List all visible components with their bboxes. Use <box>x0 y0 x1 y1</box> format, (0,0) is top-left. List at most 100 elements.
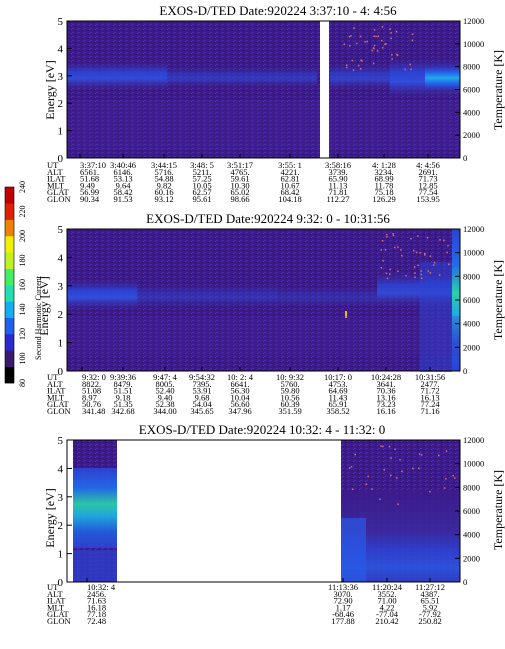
panel-2: EXOS-D/TED Date:920224 9:32: 0 - 10:31:5… <box>37 211 505 416</box>
energy-tick-label: 2 <box>58 98 64 110</box>
spectrogram-speck <box>404 68 406 71</box>
spectrogram-speck <box>427 270 430 272</box>
spectrogram-speck <box>364 41 366 43</box>
panel-3: EXOS-D/TED Date:920224 10:32: 4 - 11:32:… <box>43 422 505 626</box>
spectrogram-speck <box>396 54 399 56</box>
orbit-cell: 3:58:16 <box>325 160 351 170</box>
spectrogram-speck <box>410 68 412 71</box>
spectrogram-speck <box>354 453 356 456</box>
spectrogram-speck <box>448 263 450 265</box>
spectrogram-speck <box>419 252 422 254</box>
spectrogram-speck <box>420 277 423 279</box>
orbit-cell: 58.42 <box>113 187 132 197</box>
orbit-row-label: GLAT <box>47 187 70 197</box>
colorbar: 80 100 120 140 160 180 200 220 240 Second Harmon… <box>4 181 43 387</box>
orbit-cell: 8.97 <box>82 392 97 402</box>
spectrogram-speck <box>400 249 402 251</box>
orbit-cell: 71.00 <box>377 596 396 606</box>
spectrogram-speck <box>350 466 353 468</box>
orbit-cell: 3:51:17 <box>227 160 253 170</box>
spectrogram-speck <box>381 26 384 28</box>
colorbar-tick-label: 220 <box>18 206 27 218</box>
spectrogram-speck <box>352 69 355 71</box>
orbit-cell: 10.67 <box>280 180 299 190</box>
spectrogram-speck <box>429 490 431 493</box>
panel-2-title: EXOS-D/TED Date:920224 9:32: 0 - 10:31:5… <box>146 211 390 226</box>
spectrogram-speck <box>388 445 391 448</box>
orbit-cell: 59.61 <box>230 174 249 184</box>
spectrogram-speck <box>350 35 352 37</box>
orbit-cell: 7395. <box>192 379 211 389</box>
spectrogram-speck <box>452 474 454 477</box>
orbit-cell: 10.30 <box>230 180 249 190</box>
colorbar-swatch <box>5 350 14 367</box>
orbit-cell: 10:17: 0 <box>324 372 352 382</box>
orbit-cell: 10:32: 4 <box>87 582 116 592</box>
spectrogram-speck <box>348 467 351 469</box>
orbit-cell: 51.08 <box>82 386 101 396</box>
spectrogram-speck <box>420 454 423 456</box>
orbit-cell: 347.96 <box>228 406 251 416</box>
spectrogram-speck <box>386 277 389 280</box>
colorbar-tick-label: 140 <box>18 304 27 316</box>
orbit-cell: 8005. <box>155 379 174 389</box>
orbit-row-label: GLON <box>47 194 71 204</box>
spectrogram-speck <box>413 266 416 268</box>
spectrogram-speck <box>390 474 392 477</box>
orbit-cell: 4753. <box>328 379 347 389</box>
orbit-cell: 71.73 <box>418 174 437 184</box>
orbit-cell: 64.69 <box>328 386 347 396</box>
orbit-cell: 3234. <box>374 167 393 177</box>
orbit-cell: 51.68 <box>80 174 99 184</box>
orbit-cell: 54.88 <box>154 174 173 184</box>
energy-tick-label: 5 <box>58 435 64 447</box>
orbit-cell: 71.63 <box>87 596 106 606</box>
orbit-cell: 10.05 <box>192 180 211 190</box>
orbit-cell: 9.68 <box>195 392 210 402</box>
temperature-tick-label: 6000 <box>463 85 480 95</box>
orbit-cell: 112.27 <box>326 194 349 204</box>
orbit-cell: 11.43 <box>329 392 348 402</box>
spectrogram-speck <box>381 39 383 42</box>
energy-tick-label: 0 <box>58 577 64 589</box>
energy-tick-label: 0 <box>58 366 64 378</box>
orbit-cell: 9:39:36 <box>110 372 136 382</box>
orbit-cell: 65.90 <box>328 174 347 184</box>
spectrogram-speck <box>372 62 375 65</box>
spectrogram-speck <box>372 47 375 49</box>
panel-1-title: EXOS-D/TED Date:920224 3:37:10 - 4: 4:56 <box>159 3 397 18</box>
spectrogram-speck <box>351 488 354 490</box>
orbit-cell: 351.59 <box>278 406 301 416</box>
spectrogram-speck <box>346 66 348 69</box>
energy-tick-label: 3 <box>58 281 64 293</box>
orbit-cell: 60.16 <box>154 187 173 197</box>
panel-1-plot-area <box>67 21 460 158</box>
orbit-cell: 4: 4:56 <box>416 160 440 170</box>
colorbar-swatch <box>5 366 14 384</box>
colorbar-swatch <box>5 285 14 302</box>
panel-2-temperature-axis-label: Temperature [K] <box>491 260 505 340</box>
spectrogram-speck <box>429 272 431 274</box>
orbit-cell: 98.66 <box>230 194 249 204</box>
spectrogram-speck <box>386 233 388 236</box>
temperature-tick-label: 2000 <box>463 342 480 352</box>
spectrogram-speck <box>382 260 384 262</box>
orbit-row-label: UT <box>47 372 59 382</box>
orbit-cell: 3:40:46 <box>110 160 136 170</box>
panel-1-data-gap <box>320 21 329 158</box>
spectrogram-speck <box>380 445 382 447</box>
colorbar-label: Second Harmonic Current <box>34 275 43 360</box>
spectrogram-speck <box>365 483 368 485</box>
temperature-tick-label: 10000 <box>463 459 484 469</box>
orbit-cell: 9:47: 4 <box>153 372 178 382</box>
spectrogram-speck <box>418 467 420 469</box>
spectrogram-speck <box>357 64 360 67</box>
energy-tick-label: 4 <box>58 252 64 264</box>
panel-3-plot-area <box>67 440 460 582</box>
spectrogram-speck <box>377 35 379 38</box>
energy-tick-label: 5 <box>58 16 64 28</box>
orbit-row-label: GLAT <box>47 609 70 619</box>
orbit-cell: 1.17 <box>336 602 351 612</box>
spectrogram-speck <box>382 46 384 49</box>
temperature-tick-label: 12000 <box>463 224 484 234</box>
